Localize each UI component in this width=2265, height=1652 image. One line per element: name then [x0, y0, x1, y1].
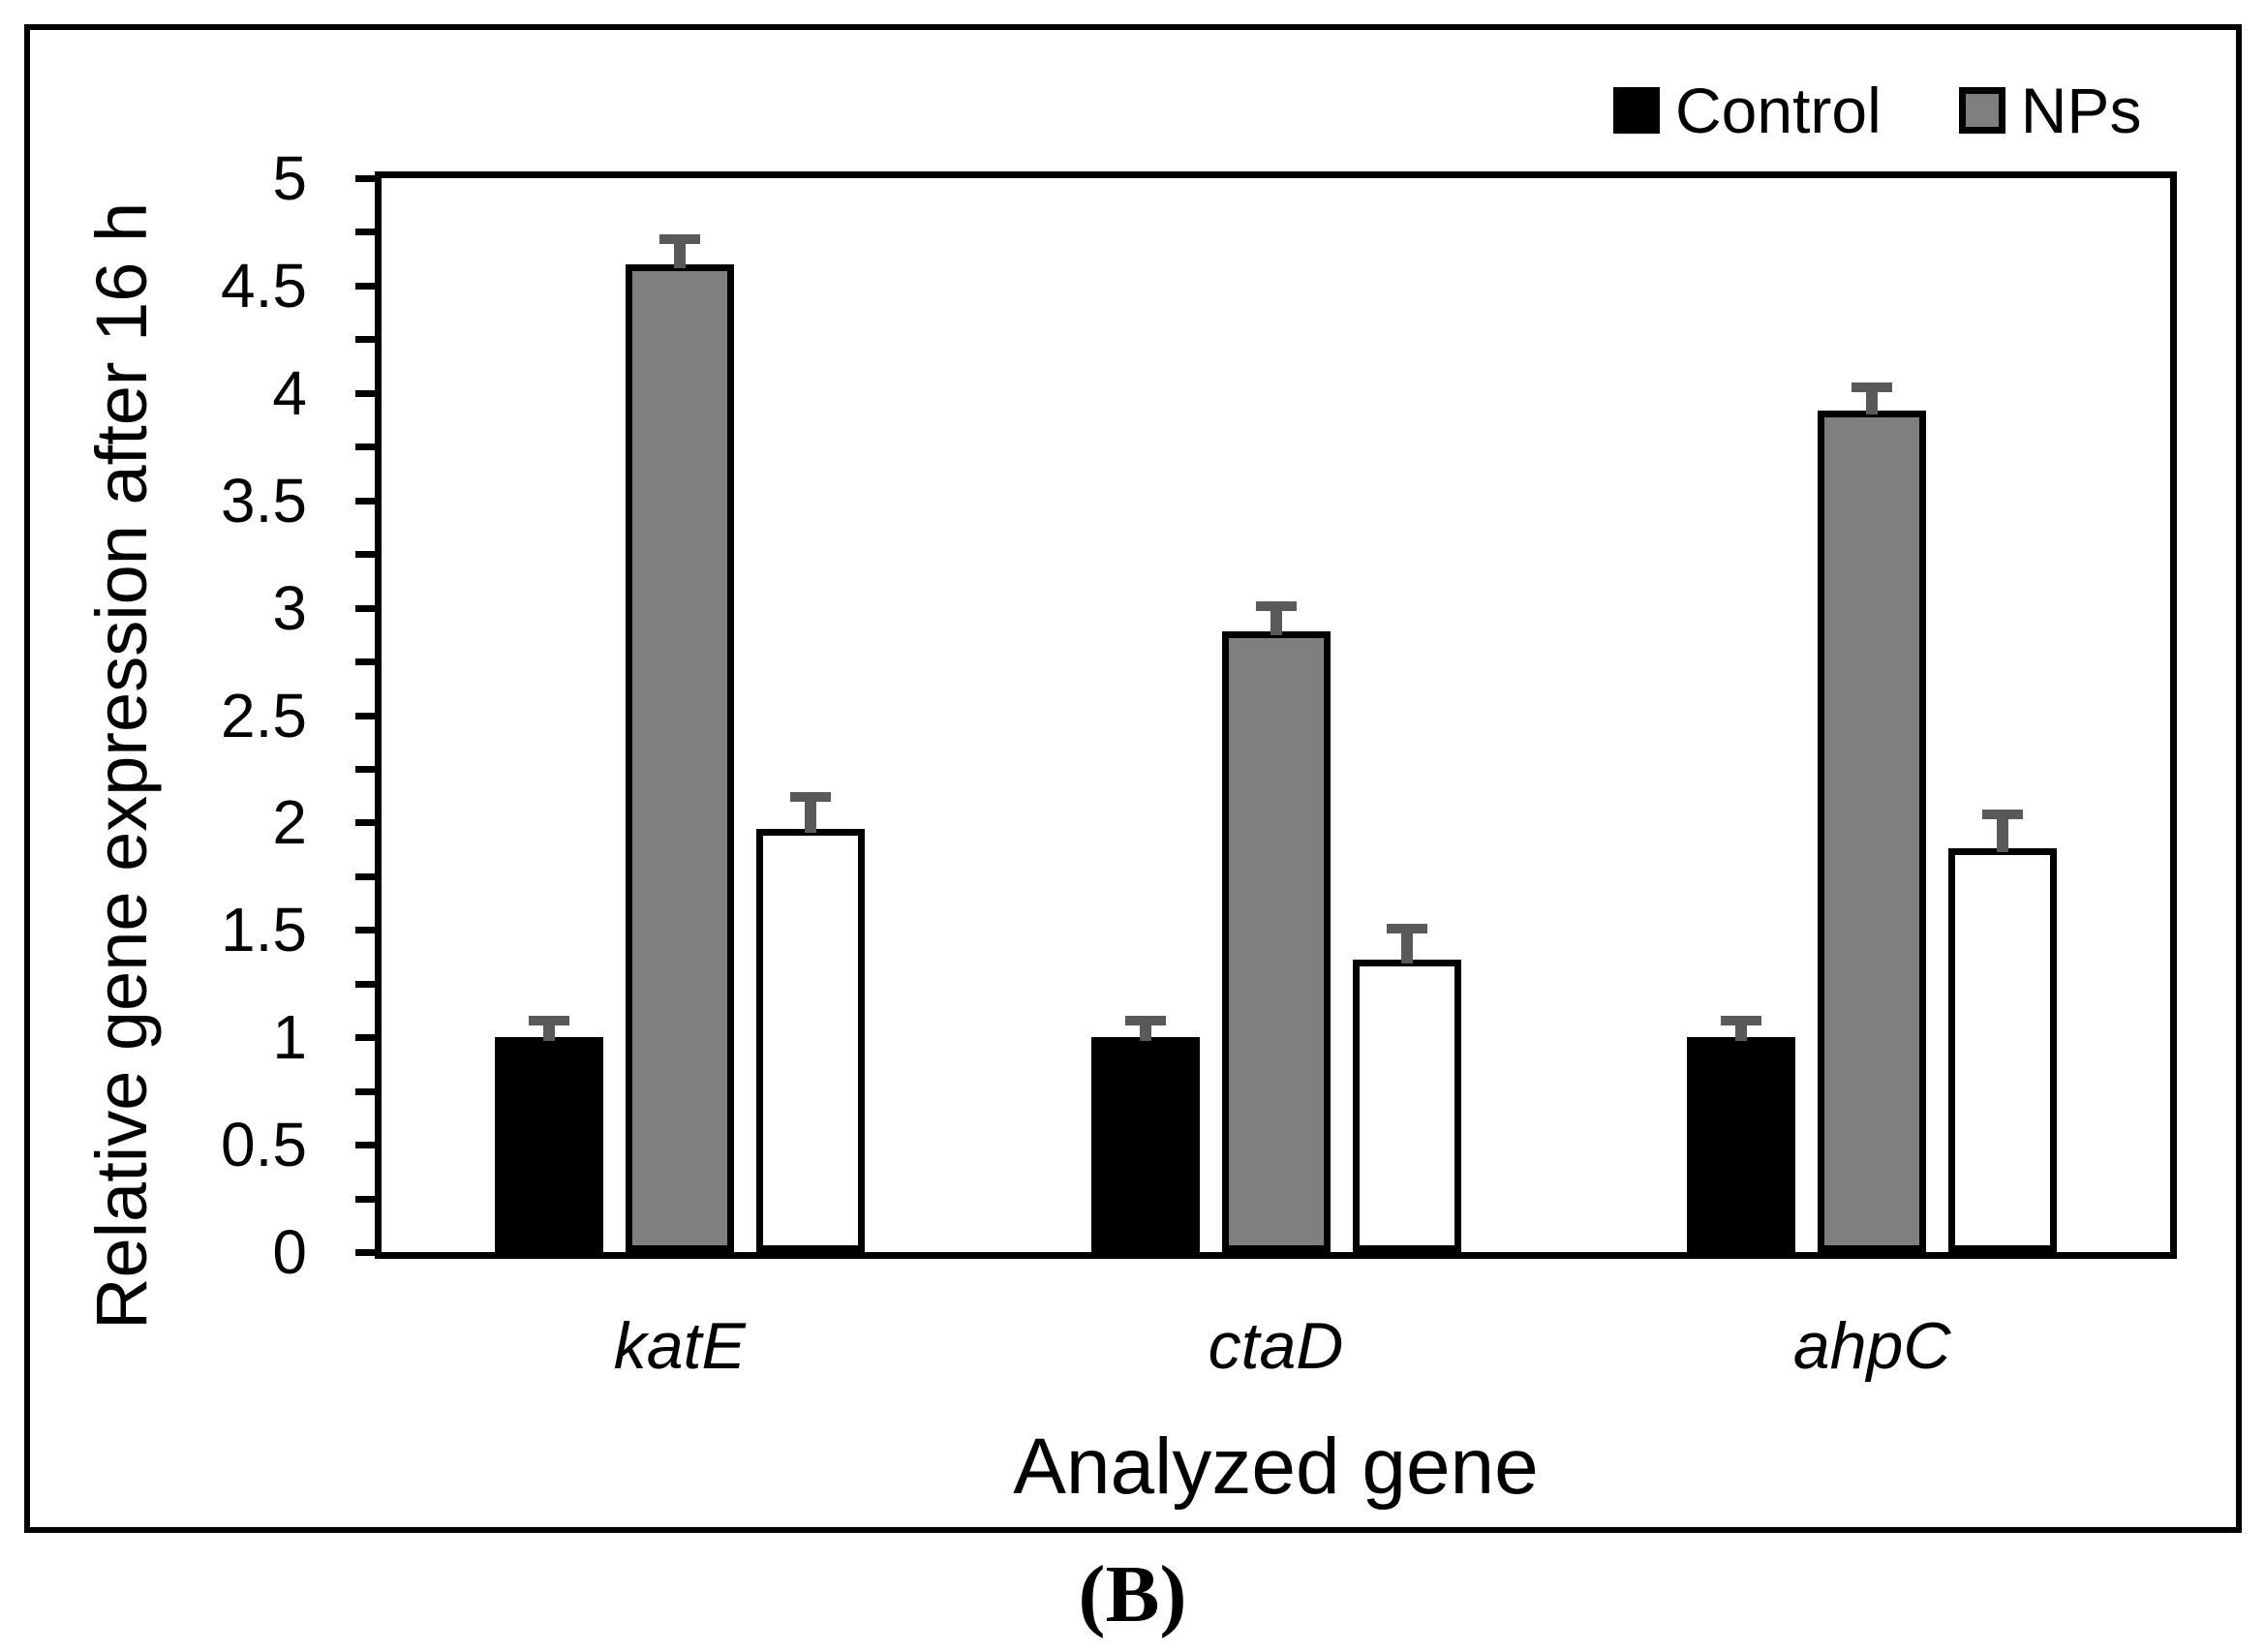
y-axis-tick-label: 4.5	[221, 250, 307, 321]
y-axis-tick-label: 1.5	[221, 895, 307, 965]
y-axis-tick	[355, 444, 379, 451]
x-category-label: ctaD	[1208, 1309, 1344, 1383]
error-bar-stem	[1139, 1025, 1151, 1042]
y-axis-tick	[355, 604, 379, 612]
error-bar-cap	[1721, 1016, 1762, 1026]
y-axis-tick-label: 1	[272, 1002, 307, 1073]
error-bar-stem	[1997, 819, 2009, 853]
y-axis-tick-label: 3	[272, 572, 307, 643]
bar-unlabeled-ahpC	[1948, 848, 2058, 1252]
legend-label-control: Control	[1675, 75, 1882, 146]
y-axis-tick-label: 2.5	[221, 680, 307, 750]
error-bar-stem	[804, 802, 816, 834]
error-bar-cap	[658, 233, 700, 244]
error-bar-cap	[528, 1016, 569, 1026]
y-axis-tick-label: 0.5	[221, 1110, 307, 1180]
y-axis-tick	[355, 389, 379, 397]
legend-item-control: Control	[1613, 76, 1882, 144]
bar-Control-katE	[494, 1037, 603, 1252]
y-axis-tick	[355, 282, 379, 290]
y-axis-tick	[355, 175, 379, 182]
y-axis-tick	[355, 819, 379, 827]
bar-unlabeled-katE	[755, 829, 865, 1252]
bar-NPs-ctaD	[1221, 631, 1331, 1252]
y-axis-tick	[355, 765, 379, 773]
error-bar-cap	[1386, 923, 1427, 933]
y-axis-tick-label: 5	[272, 143, 307, 213]
bar-Control-ctaD	[1090, 1037, 1200, 1252]
error-bar-stem	[1866, 391, 1879, 414]
error-bar-stem	[1400, 933, 1413, 964]
y-axis-tick-label: 3.5	[221, 465, 307, 535]
error-bar-stem	[1735, 1025, 1748, 1042]
bar-NPs-ahpC	[1818, 410, 1927, 1252]
y-axis-tick	[355, 336, 379, 344]
y-axis-tick	[355, 229, 379, 236]
y-axis-tick	[355, 980, 379, 988]
y-axis-tick	[355, 1249, 379, 1256]
y-axis-tick	[355, 1034, 379, 1042]
error-bar-cap	[1852, 382, 1893, 392]
error-bar-stem	[673, 243, 686, 268]
error-bar-stem	[542, 1025, 555, 1042]
legend-swatch-nps	[1958, 87, 2005, 134]
y-axis-tick	[355, 1195, 379, 1203]
y-axis-tick	[355, 872, 379, 880]
error-bar-cap	[789, 792, 831, 803]
y-axis-tick	[355, 712, 379, 719]
x-category-label: ahpC	[1792, 1309, 1951, 1383]
plot-area	[375, 171, 2177, 1259]
bar-unlabeled-ctaD	[1352, 960, 1461, 1252]
y-axis-tick	[355, 1142, 379, 1149]
y-axis-tick	[355, 497, 379, 505]
y-axis-tick-label: 2	[272, 787, 307, 858]
y-axis-title: Relative gene expression after 16 h	[81, 201, 162, 1331]
chart-frame: Control NPs Relative gene expression afte…	[24, 24, 2242, 1533]
legend: Control NPs	[1613, 76, 2141, 144]
bar-NPs-katE	[625, 263, 734, 1252]
error-bar-cap	[1255, 600, 1297, 611]
figure-caption: (B)	[1078, 1549, 1187, 1639]
error-bar-cap	[1982, 810, 2024, 820]
legend-swatch-control	[1613, 87, 1660, 134]
y-axis-tick	[355, 927, 379, 934]
y-axis-tick	[355, 1087, 379, 1095]
y-axis-tick-label: 0	[272, 1217, 307, 1287]
bar-Control-ahpC	[1687, 1037, 1796, 1252]
x-category-label: katE	[613, 1309, 746, 1383]
legend-item-nps: NPs	[1958, 75, 2142, 146]
y-axis-tick	[355, 551, 379, 559]
y-axis-tick	[355, 658, 379, 666]
error-bar-stem	[1270, 610, 1282, 635]
legend-label-nps: NPs	[2020, 75, 2142, 146]
error-bar-cap	[1124, 1016, 1166, 1026]
y-axis-tick-label: 4	[272, 357, 307, 428]
x-axis-title: Analyzed gene	[1013, 1423, 1539, 1511]
